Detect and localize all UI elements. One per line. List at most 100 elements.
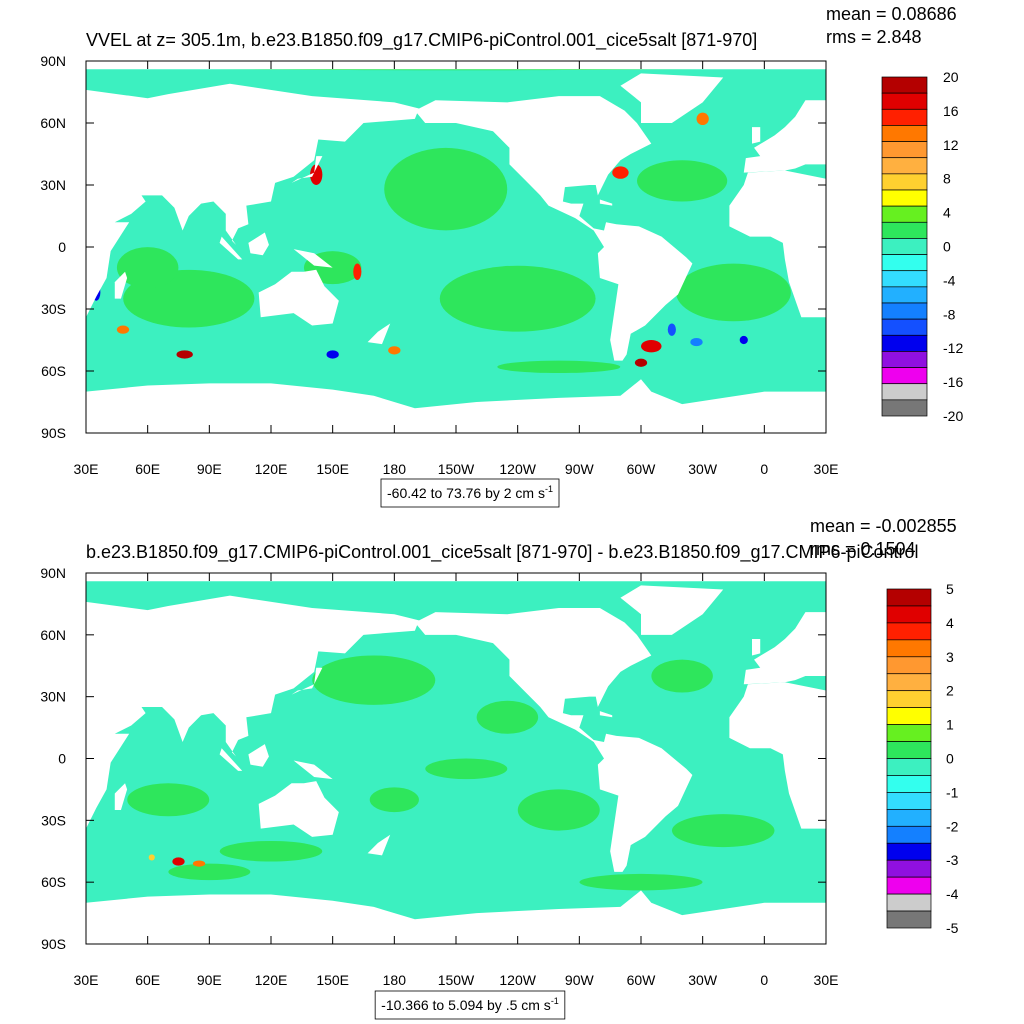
land bbox=[599, 199, 613, 206]
land bbox=[599, 711, 613, 718]
x-tick-label: 60W bbox=[627, 972, 657, 988]
colorbar-label: 8 bbox=[943, 171, 951, 187]
field-patch bbox=[127, 783, 210, 817]
land bbox=[258, 781, 339, 837]
field-spot bbox=[116, 325, 130, 334]
colorbar-label: -20 bbox=[943, 408, 963, 424]
field-spot bbox=[641, 340, 662, 353]
field-spot bbox=[667, 323, 676, 336]
field-spot bbox=[192, 860, 206, 867]
colorbar-box bbox=[881, 189, 928, 207]
x-tick-label: 30E bbox=[74, 972, 99, 988]
field-spot bbox=[326, 350, 339, 359]
colorbar-label: -12 bbox=[943, 340, 963, 356]
field-spot bbox=[176, 350, 193, 359]
land bbox=[743, 100, 826, 173]
y-tick-label: 90N bbox=[40, 53, 66, 69]
land bbox=[729, 170, 826, 318]
field-patch bbox=[219, 840, 323, 862]
y-tick-label: 30S bbox=[41, 301, 66, 317]
colorbar-label: -1 bbox=[946, 784, 959, 800]
y-tick-label: 90N bbox=[40, 565, 66, 581]
x-tick-label: 90E bbox=[197, 461, 222, 477]
land bbox=[86, 83, 419, 318]
x-tick-label: 30E bbox=[814, 972, 839, 988]
field-patch bbox=[369, 787, 419, 813]
colorbar-label: 5 bbox=[946, 581, 954, 597]
field-patch bbox=[637, 160, 728, 202]
colorbar-label: -4 bbox=[943, 272, 956, 288]
colorbar-label: 16 bbox=[943, 103, 959, 119]
colorbar-box bbox=[881, 76, 928, 94]
colorbar-box bbox=[886, 690, 932, 709]
y-tick-label: 90S bbox=[41, 936, 66, 952]
field-patch bbox=[425, 758, 508, 780]
field-spot bbox=[310, 164, 323, 185]
y-tick-label: 30S bbox=[41, 812, 66, 828]
x-tick-label: 120W bbox=[499, 461, 536, 477]
colorbar-box bbox=[881, 125, 928, 142]
land bbox=[414, 96, 693, 361]
colorbar-box bbox=[881, 286, 928, 304]
field-spot bbox=[612, 166, 629, 179]
contour-info-text: -10.366 to 5.094 by .5 cm s bbox=[381, 997, 551, 1013]
colorbar-box bbox=[881, 205, 928, 223]
x-tick-label: 120W bbox=[499, 972, 536, 988]
colorbar-box bbox=[886, 792, 932, 810]
x-tick-label: 30W bbox=[688, 972, 718, 988]
colorbar-label: 3 bbox=[946, 649, 954, 665]
field-patch bbox=[497, 360, 621, 374]
colorbar-box bbox=[881, 92, 928, 110]
field-spot bbox=[696, 112, 709, 126]
y-tick-label: 30N bbox=[40, 689, 66, 705]
colorbar-box bbox=[886, 825, 932, 844]
colorbar-box bbox=[886, 622, 932, 641]
y-tick-label: 60S bbox=[41, 363, 66, 379]
land bbox=[293, 249, 333, 268]
x-tick-label: 60E bbox=[135, 972, 160, 988]
x-tick-label: 90W bbox=[565, 461, 595, 477]
x-tick-label: 0 bbox=[760, 972, 768, 988]
colorbar-box bbox=[886, 910, 932, 929]
x-tick-label: 60E bbox=[135, 461, 160, 477]
colorbar-box bbox=[886, 741, 932, 759]
colorbar-label: 0 bbox=[946, 751, 954, 767]
field-patch bbox=[651, 659, 713, 693]
colorbar-box bbox=[886, 775, 932, 793]
colorbar-label: -3 bbox=[946, 852, 959, 868]
colorbar-label: 2 bbox=[946, 683, 954, 699]
land bbox=[86, 379, 826, 433]
x-tick-label: 150E bbox=[316, 461, 349, 477]
x-tick-label: 90E bbox=[197, 972, 222, 988]
field-patch bbox=[116, 247, 179, 289]
x-tick-label: 30E bbox=[814, 461, 839, 477]
land bbox=[291, 156, 323, 183]
colorbar-box bbox=[881, 383, 928, 401]
land bbox=[114, 783, 128, 811]
field-spot bbox=[739, 335, 748, 345]
colorbar-box bbox=[881, 173, 928, 191]
field-patch bbox=[439, 265, 596, 332]
colorbar-label: -4 bbox=[946, 886, 959, 902]
field-spot bbox=[353, 263, 362, 281]
colorbar-box bbox=[881, 141, 928, 159]
land bbox=[620, 73, 724, 123]
colorbar-box bbox=[881, 157, 928, 175]
colorbar-box bbox=[886, 758, 932, 776]
colorbar-box bbox=[886, 656, 932, 675]
plot-title: b.e23.B1850.f09_g17.CMIP6-piControl.001_… bbox=[86, 542, 919, 563]
x-tick-label: 0 bbox=[760, 461, 768, 477]
land bbox=[729, 682, 826, 829]
land bbox=[293, 760, 333, 780]
field-spot bbox=[690, 337, 703, 347]
field-patch bbox=[671, 814, 775, 848]
contour-info-exponent: -1 bbox=[545, 484, 553, 494]
map-field bbox=[86, 573, 826, 944]
colorbar-box bbox=[886, 859, 932, 878]
contour-info: -10.366 to 5.094 by .5 cm s-1 bbox=[381, 996, 559, 1013]
colorbar-label: -8 bbox=[943, 306, 956, 322]
land bbox=[743, 612, 826, 685]
colorbar-box bbox=[881, 108, 928, 126]
land bbox=[291, 667, 323, 695]
colorbar-box bbox=[886, 639, 932, 658]
